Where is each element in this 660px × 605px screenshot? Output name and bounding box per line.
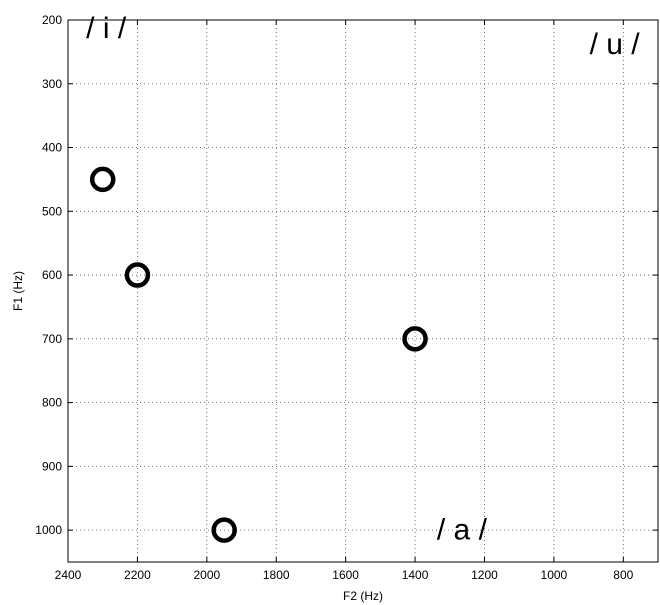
- vowel-annotation: / i /: [86, 12, 127, 45]
- x-tick-label: 800: [613, 568, 633, 582]
- y-tick-label: 300: [42, 77, 62, 91]
- data-point-marker: [89, 166, 116, 193]
- x-tick-label: 2200: [124, 568, 151, 582]
- y-tick-label: 600: [42, 268, 62, 282]
- y-tick-label: 1000: [35, 523, 62, 537]
- x-tick-label: 2000: [193, 568, 220, 582]
- y-tick-label: 700: [42, 332, 62, 346]
- x-tick-label: 1600: [332, 568, 359, 582]
- data-points: [89, 166, 428, 543]
- y-tick-label: 200: [42, 13, 62, 27]
- x-tick-label: 1800: [263, 568, 290, 582]
- vowel-annotation: / a /: [437, 514, 488, 547]
- y-tick-label: 900: [42, 459, 62, 473]
- x-axis-title: F2 (Hz): [343, 589, 383, 603]
- vowel-annotation: / u /: [590, 28, 641, 61]
- data-point-marker: [124, 262, 151, 288]
- y-tick-label: 500: [42, 204, 62, 218]
- y-tick-label: 400: [42, 141, 62, 155]
- data-point-marker: [402, 326, 428, 352]
- axis-ticks: 2400 2200 2000 1800 1600 1400 1200 1000 800 200 30…: [35, 13, 658, 582]
- x-tick-label: 1400: [402, 568, 429, 582]
- plot-frame: [67, 19, 659, 563]
- x-tick-label: 1000: [541, 568, 568, 582]
- x-tick-label: 2400: [55, 568, 82, 582]
- vowel-labels: / i / / u / / a /: [86, 12, 640, 547]
- data-point-marker: [211, 517, 237, 543]
- x-tick-label: 1200: [471, 568, 498, 582]
- grid: [68, 20, 658, 562]
- y-axis-title: F1 (Hz): [11, 271, 25, 311]
- y-tick-label: 800: [42, 396, 62, 410]
